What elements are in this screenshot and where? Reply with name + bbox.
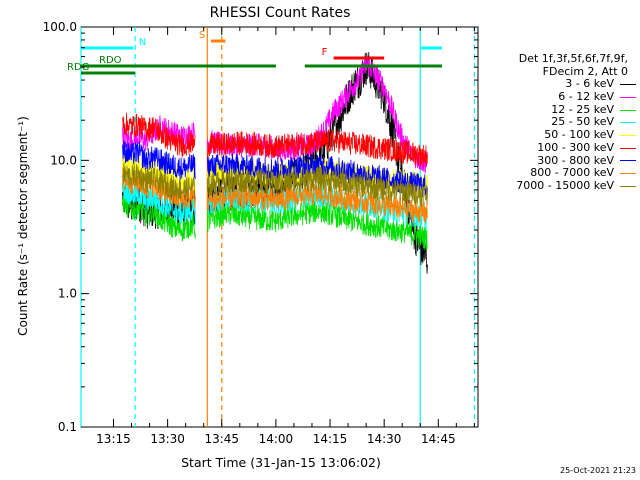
legend-entry-label: 7000 - 15000 keV [516,178,614,192]
legend-entry: 25 - 50 keV [478,116,636,129]
x-tick-label: 14:15 [313,432,348,446]
legend-entry-label: 6 - 12 keV [558,90,614,104]
x-tick-label: 13:45 [204,432,239,446]
legend-rows: 3 - 6 keV 6 - 12 keV 12 - 25 keV 25 - 50 ke… [478,78,636,192]
legend-header-line1: Det 1f,3f,5f,6f,7f,9f, [518,52,628,65]
chart-title: RHESSI Count Rates [210,5,351,21]
legend-entry: 12 - 25 keV [478,102,636,117]
flag-label-rdg: RDG [67,62,89,73]
x-tick-label: 13:15 [96,432,131,446]
series-line-8 [122,162,428,208]
y-tick-label: 10.0 [50,153,77,167]
y-tick-label: 1.0 [58,287,77,301]
legend-entry: 7000 - 15000 keV [478,178,636,193]
legend: Det 1f,3f,5f,6f,7f,9f, FDecim 2, Att 0 3… [478,52,636,193]
flag-label-f: F [322,47,328,58]
legend-header-line2: FDecim 2, Att 0 [542,64,628,78]
legend-swatch [620,122,636,124]
ticks-layer: 100.0 10.0 1.0 0.1 13:15 13:30 13:45 14:00 14:15… [43,20,478,446]
legend-swatch [620,160,636,162]
legend-entry: 100 - 300 keV [478,140,636,155]
series-line-2 [122,193,428,250]
flag-label-s: S [199,30,205,41]
legend-entry-label: 50 - 100 keV [544,128,614,142]
legend-swatch [620,147,636,149]
vertical-markers-layer [80,27,475,427]
y-axis-label: Count Rate (s⁻¹ detector segment⁻¹) [16,116,30,336]
legend-swatch [620,185,636,187]
legend-swatch [620,84,636,86]
series-layer [122,51,428,274]
legend-entry: 50 - 100 keV [478,128,636,142]
legend-entry: 300 - 800 keV [478,153,636,168]
legend-swatch [620,96,636,98]
legend-swatch [620,109,636,111]
flag-label-n: N [139,37,146,48]
legend-entry-label: 12 - 25 keV [551,102,614,116]
legend-entry-label: 300 - 800 keV [537,153,614,167]
series-line-5 [122,112,428,168]
legend-swatch [620,135,636,136]
series-line-6 [122,140,428,198]
y-tick-label: 0.1 [58,420,77,434]
x-tick-label: 14:00 [259,432,294,446]
legend-entry-label: 800 - 7000 keV [530,166,614,180]
x-tick-label: 13:30 [150,432,185,446]
legend-entry: 3 - 6 keV [478,78,636,91]
flags-layer: N S F RDO RDG [67,30,442,75]
legend-entry-label: 100 - 300 keV [537,140,614,154]
flag-label-rdo: RDO [99,55,122,66]
x-tick-label: 14:30 [367,432,402,446]
legend-entry-label: 25 - 50 keV [551,115,614,129]
legend-entry: 800 - 7000 keV [478,167,636,180]
x-tick-label: 14:45 [421,432,456,446]
legend-entry: 6 - 12 keV [478,90,636,104]
x-axis-label: Start Time (31-Jan-15 13:06:02) [181,455,381,470]
y-tick-label: 100.0 [43,20,77,34]
legend-swatch [620,173,636,175]
footer-timestamp: 25-Oct-2021 21:23 [560,466,636,475]
legend-entry-label: 3 - 6 keV [565,77,614,91]
